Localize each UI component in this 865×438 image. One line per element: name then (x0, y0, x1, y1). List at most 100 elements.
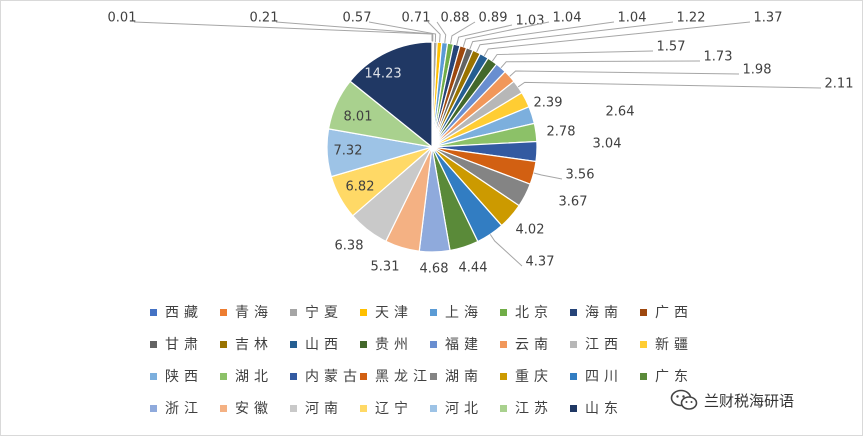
data-label-北京: 0.89 (479, 11, 508, 26)
legend-swatch (150, 340, 157, 348)
legend-swatch (360, 308, 367, 316)
data-label-贵州: 1.57 (657, 40, 686, 55)
legend-label: 河北 (445, 401, 483, 417)
legend-label: 四川 (585, 369, 623, 385)
legend-swatch (430, 340, 437, 348)
legend-swatch (500, 308, 507, 316)
leader-line-宁夏 (368, 21, 437, 43)
leader-line-黑龙江 (533, 172, 563, 180)
data-label-广西: 1.04 (553, 11, 582, 26)
leader-line-海南 (456, 24, 513, 46)
watermark: 兰财税海研语 (670, 389, 794, 411)
data-label-黑龙江: 3.56 (566, 168, 595, 183)
legend-swatch (430, 404, 437, 412)
legend-swatch (220, 308, 227, 316)
data-label-河南: 6.38 (335, 239, 364, 254)
legend-swatch (430, 308, 437, 316)
legend-swatch (220, 340, 227, 348)
legend-swatch (500, 404, 507, 412)
legend-label: 新疆 (655, 337, 693, 353)
pie-slice-山东 (349, 41, 433, 149)
legend-item-安徽: 安徽 (220, 398, 273, 418)
legend-swatch (570, 308, 577, 316)
legend-item-河南: 河南 (290, 398, 343, 418)
legend-swatch (290, 308, 297, 316)
data-label-湖南: 3.67 (559, 195, 588, 210)
legend-item-山西: 山西 (290, 334, 343, 354)
legend-item-新疆: 新疆 (640, 334, 693, 354)
legend-label: 山西 (305, 337, 343, 353)
legend-item-山东: 山东 (570, 398, 623, 418)
legend-item-贵州: 贵州 (360, 334, 413, 354)
legend-label: 天津 (375, 305, 413, 321)
data-label-江西: 2.11 (825, 77, 854, 92)
leader-line-云南 (509, 70, 740, 77)
legend-swatch (640, 308, 647, 316)
data-label-陕西: 2.64 (606, 105, 635, 120)
legend-item-陕西: 陕西 (150, 366, 203, 386)
leader-line-贵州 (491, 50, 654, 62)
leader-line-山西 (483, 21, 751, 57)
legend-label: 福建 (445, 337, 483, 353)
legend-swatch (290, 372, 297, 380)
legend-swatch (290, 340, 297, 348)
legend-label: 安徽 (235, 401, 273, 417)
data-label-内蒙古: 3.04 (593, 137, 622, 152)
legend-swatch (360, 372, 367, 380)
leader-line-北京 (450, 21, 476, 44)
legend-swatch (220, 404, 227, 412)
legend-label: 广西 (655, 305, 693, 321)
legend-item-河北: 河北 (430, 398, 483, 418)
legend-label: 辽宁 (375, 401, 413, 417)
watermark-text: 兰财税海研语 (704, 391, 795, 410)
data-label-西藏: 0.01 (108, 11, 137, 26)
legend-item-上海: 上海 (430, 302, 483, 322)
legend-label: 湖北 (235, 369, 273, 385)
legend-swatch (570, 372, 577, 380)
legend-swatch (500, 372, 507, 380)
legend-item-内蒙古: 内蒙古 (290, 366, 362, 386)
legend-label: 贵州 (375, 337, 413, 353)
legend-label: 江苏 (515, 401, 553, 417)
leader-line-四川 (489, 234, 523, 267)
legend-item-西藏: 西藏 (150, 302, 203, 322)
legend-swatch (150, 372, 157, 380)
legend-item-甘肃: 甘肃 (150, 334, 203, 354)
data-label-广东: 4.44 (459, 261, 488, 276)
legend-item-北京: 北京 (500, 302, 553, 322)
legend-label: 江西 (585, 337, 623, 353)
legend-label: 云南 (515, 337, 553, 353)
legend-swatch (640, 372, 647, 380)
legend-label: 陕西 (165, 369, 203, 385)
wechat-icon (670, 389, 698, 410)
data-label-青海: 0.21 (250, 11, 279, 26)
legend-item-广东: 广东 (640, 366, 693, 386)
leader-line-上海 (436, 21, 447, 43)
leader-line-福建 (500, 60, 701, 69)
leader-line-甘肃 (469, 21, 615, 50)
legend-label: 河南 (305, 401, 343, 417)
legend-item-江西: 江西 (570, 334, 623, 354)
data-label-天津: 0.71 (402, 11, 431, 26)
legend-label: 浙江 (165, 401, 203, 417)
legend-swatch (150, 404, 157, 412)
legend-label: 宁夏 (305, 305, 343, 321)
data-label-安徽: 5.31 (371, 260, 400, 275)
legend-item-吉林: 吉林 (220, 334, 273, 354)
legend-swatch (360, 404, 367, 412)
legend-item-宁夏: 宁夏 (290, 302, 343, 322)
data-label-四川: 4.37 (526, 255, 555, 270)
legend-label: 海南 (585, 305, 623, 321)
legend-item-浙江: 浙江 (150, 398, 203, 418)
legend-item-重庆: 重庆 (500, 366, 553, 386)
leader-line-江西 (517, 81, 822, 89)
leader-line-广西 (462, 21, 550, 47)
data-label-福建: 1.73 (704, 50, 733, 65)
legend-swatch (430, 372, 437, 380)
leader-line-吉林 (476, 21, 674, 53)
data-label-浙江: 4.68 (420, 262, 449, 277)
data-label-河北: 7.32 (334, 144, 363, 159)
legend-label: 西藏 (165, 305, 203, 321)
legend-item-广西: 广西 (640, 302, 693, 322)
data-label-山西: 1.37 (754, 11, 783, 26)
